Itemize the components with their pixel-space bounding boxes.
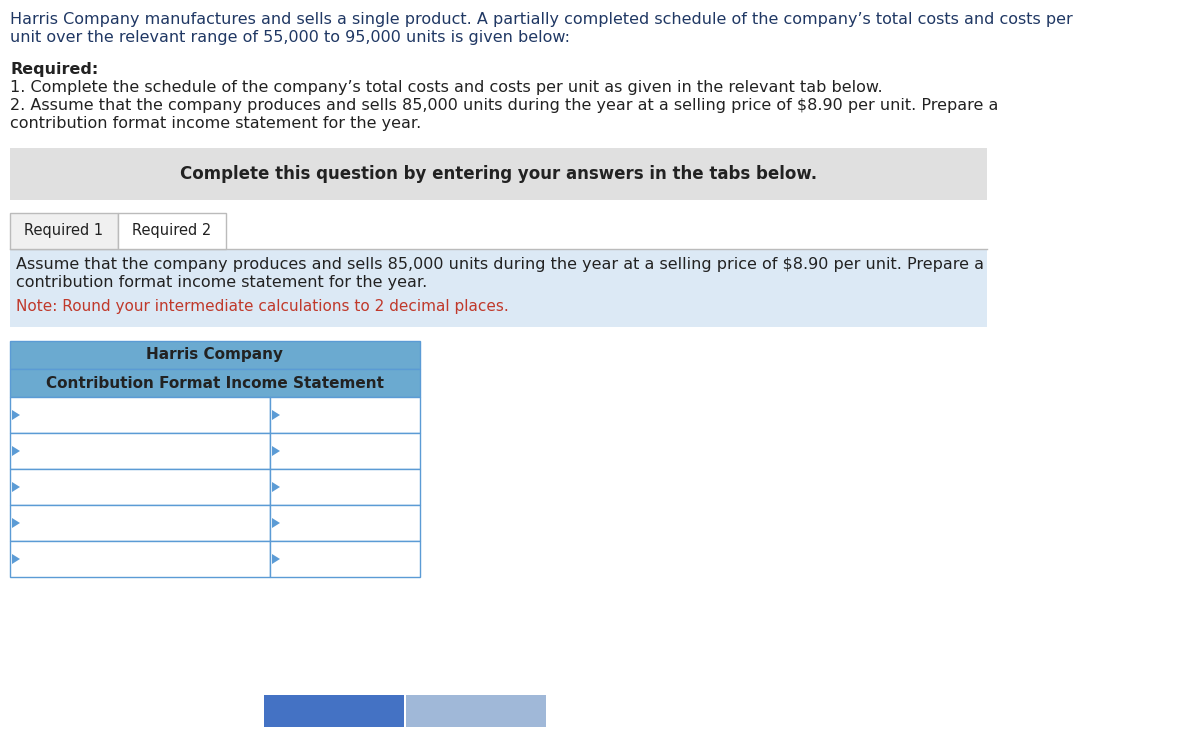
Text: Harris Company: Harris Company: [146, 347, 284, 363]
Text: 2. Assume that the company produces and sells 85,000 units during the year at a : 2. Assume that the company produces and …: [9, 98, 998, 113]
Text: Note: Round your intermediate calculations to 2 decimal places.: Note: Round your intermediate calculatio…: [15, 299, 509, 314]
Bar: [118, 213, 226, 249]
Polygon shape: [12, 446, 20, 456]
Polygon shape: [272, 482, 280, 492]
Bar: [269, 433, 420, 469]
Bar: [9, 148, 988, 200]
Bar: [406, 695, 546, 727]
Bar: [9, 433, 269, 469]
Bar: [269, 469, 420, 505]
Bar: [269, 541, 420, 577]
Polygon shape: [12, 518, 20, 528]
Text: Required 1: Required 1: [25, 224, 103, 238]
Text: Complete this question by entering your answers in the tabs below.: Complete this question by entering your …: [180, 165, 817, 183]
Bar: [9, 369, 420, 397]
Text: contribution format income statement for the year.: contribution format income statement for…: [15, 275, 427, 290]
Bar: [9, 341, 420, 369]
Text: Assume that the company produces and sells 85,000 units during the year at a sel: Assume that the company produces and sel…: [15, 257, 984, 272]
Text: Required 2  ›: Required 2 ›: [423, 704, 529, 718]
Bar: [9, 397, 269, 433]
Polygon shape: [272, 410, 280, 420]
Text: ‹  Required 1: ‹ Required 1: [281, 704, 387, 718]
Bar: [9, 213, 118, 249]
Text: 1. Complete the schedule of the company’s total costs and costs per unit as give: 1. Complete the schedule of the company’…: [9, 80, 883, 95]
Polygon shape: [12, 482, 20, 492]
Bar: [269, 505, 420, 541]
Polygon shape: [12, 554, 20, 564]
Bar: [269, 397, 420, 433]
Bar: [9, 541, 269, 577]
Polygon shape: [12, 410, 20, 420]
Text: contribution format income statement for the year.: contribution format income statement for…: [9, 116, 421, 131]
Bar: [9, 505, 269, 541]
Text: Required 2: Required 2: [133, 224, 211, 238]
Text: Contribution Format Income Statement: Contribution Format Income Statement: [46, 375, 385, 391]
Polygon shape: [272, 518, 280, 528]
Polygon shape: [272, 446, 280, 456]
Text: Required:: Required:: [9, 62, 99, 77]
Text: Harris Company manufactures and sells a single product. A partially completed sc: Harris Company manufactures and sells a …: [9, 12, 1073, 27]
Bar: [9, 469, 269, 505]
Polygon shape: [272, 554, 280, 564]
Bar: [9, 249, 988, 327]
Text: unit over the relevant range of 55,000 to 95,000 units is given below:: unit over the relevant range of 55,000 t…: [9, 30, 570, 45]
Bar: [264, 695, 404, 727]
